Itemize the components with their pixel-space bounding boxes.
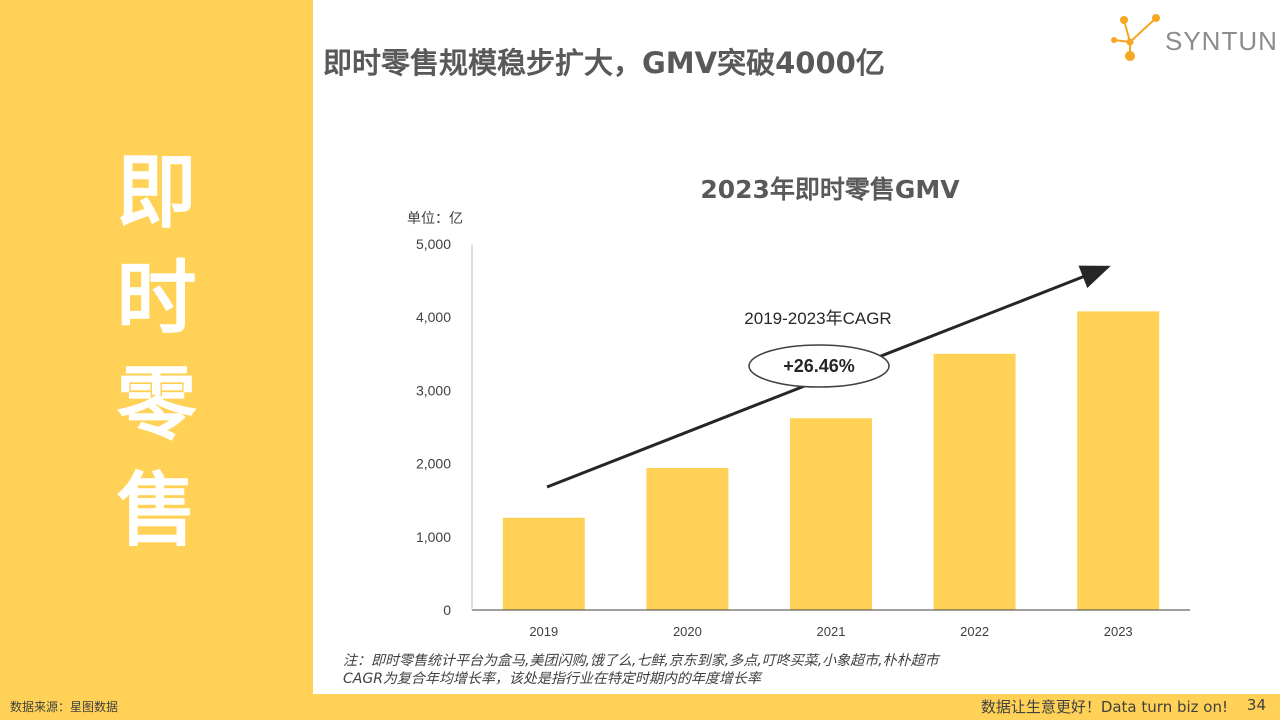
y-tick-label: 2,000 (416, 456, 451, 472)
page-number: 34 (1246, 696, 1266, 714)
bar-2019 (502, 517, 585, 610)
x-tick-label: 2019 (529, 624, 558, 639)
y-tick-label: 1,000 (416, 529, 451, 545)
logo-text: SYNTUN (1165, 26, 1278, 56)
y-tick-label: 5,000 (416, 236, 451, 252)
slide-headline: 即时零售规模稳步扩大，GMV突破4000亿 (323, 46, 885, 80)
bar-2020 (646, 467, 729, 610)
left-accent-band (0, 0, 313, 694)
y-tick-label: 0 (443, 602, 451, 618)
y-tick-label: 3,000 (416, 382, 451, 398)
cagr-value: +26.46% (783, 356, 855, 376)
side-title-char: 时 (116, 252, 197, 345)
cagr-badge (748, 344, 890, 388)
bar-2023 (1077, 311, 1160, 610)
x-tick-label: 2023 (1104, 624, 1133, 639)
side-title-char: 即 (116, 146, 197, 239)
side-title-char: 零 (116, 358, 197, 451)
bar-2022 (933, 353, 1016, 610)
syntun-logo-icon (1111, 14, 1160, 61)
data-source: 数据来源：星图数据 (10, 700, 119, 714)
side-title-char: 售 (116, 464, 197, 557)
x-tick-label: 2022 (960, 624, 989, 639)
note-line: 注：即时零售统计平台为盒马,美团闪购,饿了么,七鲜,京东到家,多点,叮咚买菜,小… (343, 653, 939, 669)
x-tick-label: 2020 (673, 624, 702, 639)
cagr-label: 2019-2023年CAGR (744, 309, 891, 328)
y-tick-label: 4,000 (416, 309, 451, 325)
footer-slogan: 数据让生意更好！Data turn biz on! (980, 698, 1228, 716)
side-title: 即 时 零 售 (0, 140, 313, 564)
chart-title: 2023年即时零售GMV (700, 175, 960, 204)
chart-note: 注：即时零售统计平台为盒马,美团闪购,饿了么,七鲜,京东到家,多点,叮咚买菜,小… (343, 652, 939, 688)
bar-chart: 0 1,000 2,000 3,000 4,000 5,000 2019 2020 2021 2… (416, 236, 1190, 639)
unit-label: 单位：亿 (407, 211, 463, 227)
bar-2021 (790, 418, 872, 610)
note-line: CAGR为复合年均增长率，该处是指行业在特定时期内的年度增长率 (343, 671, 761, 687)
x-tick-label: 2021 (817, 624, 846, 639)
